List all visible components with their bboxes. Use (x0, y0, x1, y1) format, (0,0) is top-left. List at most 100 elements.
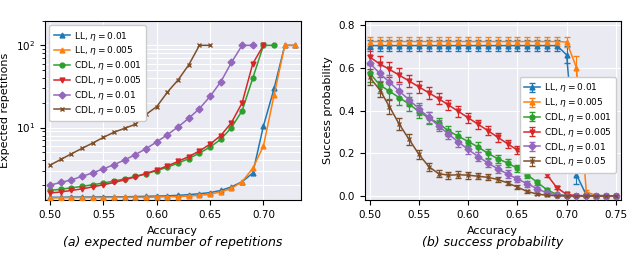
LL, $\eta = 0.005$ (142, 196, 150, 199)
LL, $\eta = 0.005$ (185, 195, 193, 198)
CDL, $\eta = 0.001$ (164, 166, 172, 169)
CDL, $\eta = 0.05$ (68, 152, 76, 155)
CDL, $\eta = 0.01$ (89, 171, 97, 174)
CDL, $\eta = 0.01$ (206, 95, 214, 98)
CDL, $\eta = 0.005$ (174, 160, 182, 163)
LL, $\eta = 0.01$ (100, 195, 108, 198)
CDL, $\eta = 0.05$ (121, 127, 129, 130)
CDL, $\eta = 0.01$ (185, 117, 193, 120)
CDL, $\eta = 0.001$ (121, 177, 129, 180)
LL, $\eta = 0.01$ (89, 196, 97, 199)
LL, $\eta = 0.005$ (228, 187, 236, 190)
CDL, $\eta = 0.01$ (78, 175, 86, 178)
Y-axis label: Success probability: Success probability (323, 57, 333, 164)
LL, $\eta = 0.01$ (57, 196, 65, 199)
CDL, $\eta = 0.005$ (46, 191, 54, 195)
LL, $\eta = 0.01$ (249, 171, 257, 175)
LL, $\eta = 0.01$ (228, 185, 236, 188)
CDL, $\eta = 0.005$ (78, 187, 86, 190)
CDL, $\eta = 0.05$ (185, 63, 193, 66)
CDL, $\eta = 0.01$ (132, 153, 140, 156)
CDL, $\eta = 0.01$ (249, 44, 257, 47)
CDL, $\eta = 0.005$ (121, 178, 129, 181)
CDL, $\eta = 0.001$ (132, 175, 140, 178)
LL, $\eta = 0.005$ (249, 167, 257, 170)
LL, $\eta = 0.005$ (100, 196, 108, 199)
LL, $\eta = 0.01$ (68, 196, 76, 199)
CDL, $\eta = 0.05$ (57, 158, 65, 161)
LL, $\eta = 0.005$ (46, 196, 54, 199)
CDL, $\eta = 0.001$ (270, 44, 278, 47)
CDL, $\eta = 0.001$ (46, 189, 54, 192)
LL, $\eta = 0.005$ (68, 196, 76, 199)
CDL, $\eta = 0.01$ (153, 140, 161, 143)
CDL, $\eta = 0.001$ (78, 185, 86, 188)
CDL, $\eta = 0.05$ (78, 147, 86, 150)
LL, $\eta = 0.01$ (196, 192, 204, 195)
LL, $\eta = 0.005$ (238, 180, 246, 183)
CDL, $\eta = 0.001$ (153, 169, 161, 172)
LL, $\eta = 0.01$ (292, 44, 300, 47)
Line: CDL, $\eta = 0.05$: CDL, $\eta = 0.05$ (48, 43, 212, 168)
CDL, $\eta = 0.05$ (46, 163, 54, 167)
CDL, $\eta = 0.005$ (185, 155, 193, 158)
LL, $\eta = 0.005$ (78, 196, 86, 199)
LL, $\eta = 0.01$ (46, 196, 54, 199)
Legend: LL, $\eta = 0.01$, LL, $\eta = 0.005$, CDL, $\eta = 0.001$, CDL, $\eta = 0.005$,: LL, $\eta = 0.01$, LL, $\eta = 0.005$, C… (49, 25, 146, 121)
LL, $\eta = 0.005$ (153, 196, 161, 199)
CDL, $\eta = 0.005$ (217, 134, 225, 137)
LL, $\eta = 0.005$ (174, 195, 182, 198)
CDL, $\eta = 0.05$ (206, 44, 214, 47)
Line: CDL, $\eta = 0.001$: CDL, $\eta = 0.001$ (48, 43, 276, 193)
CDL, $\eta = 0.05$ (164, 90, 172, 94)
LL, $\eta = 0.01$ (110, 195, 118, 198)
LL, $\eta = 0.01$ (164, 194, 172, 197)
LL, $\eta = 0.01$ (153, 195, 161, 198)
CDL, $\eta = 0.01$ (217, 80, 225, 83)
CDL, $\eta = 0.01$ (110, 163, 118, 166)
LL, $\eta = 0.01$ (260, 124, 268, 127)
LL, $\eta = 0.005$ (260, 144, 268, 147)
LL, $\eta = 0.005$ (206, 193, 214, 196)
Y-axis label: Expected repetitions: Expected repetitions (0, 53, 10, 168)
CDL, $\eta = 0.001$ (174, 162, 182, 165)
CDL, $\eta = 0.005$ (89, 185, 97, 188)
CDL, $\eta = 0.05$ (132, 123, 140, 126)
CDL, $\eta = 0.05$ (174, 78, 182, 81)
CDL, $\eta = 0.05$ (196, 44, 204, 47)
CDL, $\eta = 0.005$ (57, 190, 65, 194)
CDL, $\eta = 0.001$ (249, 77, 257, 80)
LL, $\eta = 0.01$ (270, 87, 278, 90)
LL, $\eta = 0.01$ (174, 194, 182, 197)
CDL, $\eta = 0.001$ (110, 179, 118, 182)
CDL, $\eta = 0.05$ (153, 105, 161, 108)
LL, $\eta = 0.005$ (132, 196, 140, 199)
LL, $\eta = 0.005$ (196, 194, 204, 197)
CDL, $\eta = 0.005$ (142, 172, 150, 175)
CDL, $\eta = 0.01$ (46, 183, 54, 187)
LL, $\eta = 0.01$ (217, 189, 225, 192)
CDL, $\eta = 0.005$ (153, 168, 161, 171)
Text: (a) expected number of repetitions: (a) expected number of repetitions (63, 236, 282, 249)
CDL, $\eta = 0.005$ (68, 189, 76, 192)
Line: CDL, $\eta = 0.01$: CDL, $\eta = 0.01$ (48, 43, 255, 188)
LL, $\eta = 0.005$ (57, 196, 65, 199)
CDL, $\eta = 0.05$ (142, 113, 150, 116)
CDL, $\eta = 0.01$ (164, 133, 172, 136)
CDL, $\eta = 0.001$ (196, 152, 204, 155)
LL, $\eta = 0.005$ (281, 44, 289, 47)
LL, $\eta = 0.01$ (78, 196, 86, 199)
CDL, $\eta = 0.05$ (100, 136, 108, 139)
CDL, $\eta = 0.001$ (89, 183, 97, 186)
CDL, $\eta = 0.01$ (142, 147, 150, 150)
LL, $\eta = 0.005$ (89, 196, 97, 199)
CDL, $\eta = 0.005$ (249, 62, 257, 65)
CDL, $\eta = 0.01$ (68, 178, 76, 181)
LL, $\eta = 0.01$ (281, 44, 289, 47)
CDL, $\eta = 0.005$ (196, 149, 204, 152)
LL, $\eta = 0.01$ (142, 195, 150, 198)
CDL, $\eta = 0.05$ (89, 141, 97, 144)
LL, $\eta = 0.005$ (110, 196, 118, 199)
CDL, $\eta = 0.01$ (196, 107, 204, 110)
CDL, $\eta = 0.001$ (228, 126, 236, 129)
